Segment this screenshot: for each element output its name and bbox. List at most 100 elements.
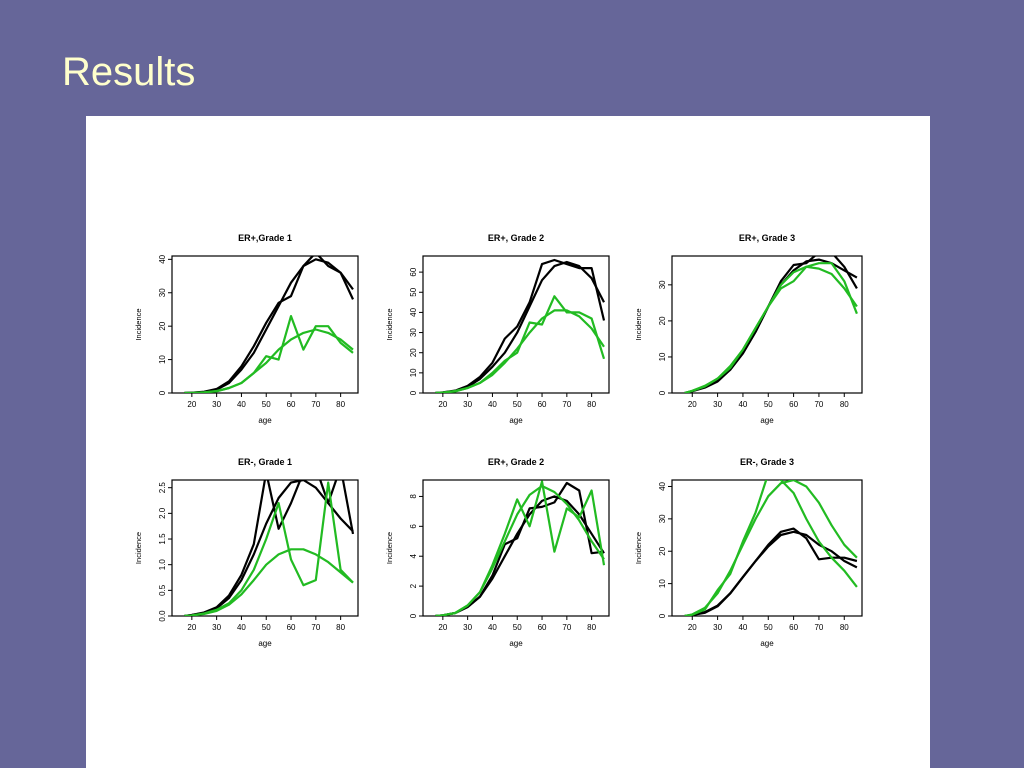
x-tick-label: 80 xyxy=(587,623,596,632)
chart-4: 20 30 40 50 60 70 80 0.0 0.5 1.0 1.5 2.0 2.5 ER-, Gra… xyxy=(134,457,359,648)
x-tick-label: 70 xyxy=(562,623,571,632)
y-tick-label: 10 xyxy=(409,368,418,377)
series-line-3 xyxy=(684,480,858,616)
x-tick-label: 60 xyxy=(789,400,798,409)
x-tick-label: 70 xyxy=(562,400,571,409)
y-tick-label: 40 xyxy=(158,254,167,263)
y-tick-label: 30 xyxy=(409,328,418,337)
series-line-1 xyxy=(684,258,858,393)
series-line-4 xyxy=(184,481,354,616)
y-tick-label: 2 xyxy=(409,583,418,588)
x-tick-label: 40 xyxy=(237,400,246,409)
x-tick-label: 30 xyxy=(463,400,472,409)
x-tick-label: 80 xyxy=(336,623,345,632)
y-tick-label: 40 xyxy=(658,481,667,490)
y-tick-label: 20 xyxy=(409,348,418,357)
chart-3: 20 30 40 50 60 70 80 0 10 20 30 ER+, Grade 3 age Inci… xyxy=(634,233,863,425)
x-tick-label: 70 xyxy=(814,623,823,632)
x-tick-label: 60 xyxy=(538,400,547,409)
y-tick-label: 2.5 xyxy=(158,482,167,494)
series-line-3 xyxy=(184,548,354,616)
y-tick-label: 1.5 xyxy=(158,533,167,545)
plot-frame xyxy=(171,255,359,394)
y-tick-label: 0 xyxy=(409,613,418,618)
y-tick-label: 20 xyxy=(658,316,667,325)
x-tick-label: 70 xyxy=(311,623,320,632)
x-tick-label: 40 xyxy=(488,400,497,409)
series-line-4 xyxy=(184,315,354,393)
slide-title: Results xyxy=(62,50,196,94)
series-line-1 xyxy=(435,260,605,393)
x-tick-label: 30 xyxy=(713,623,722,632)
chart-title: ER-, Grade 1 xyxy=(238,457,292,467)
y-tick-label: 0 xyxy=(158,390,167,395)
y-tick-label: 2.0 xyxy=(158,507,167,519)
plot-frame xyxy=(671,255,863,394)
y-tick-label: 40 xyxy=(409,307,418,316)
series-line-3 xyxy=(184,328,354,393)
y-tick-label: 10 xyxy=(658,352,667,361)
x-axis-label: age xyxy=(760,416,774,425)
chart-title: ER+, Grade 3 xyxy=(739,233,795,243)
x-tick-label: 20 xyxy=(688,400,697,409)
y-tick-label: 30 xyxy=(658,514,667,523)
series-line-2 xyxy=(184,480,355,616)
series-line-4 xyxy=(435,480,606,616)
y-tick-label: 60 xyxy=(409,267,418,276)
plot-frame xyxy=(422,479,610,617)
y-axis-label: Incidence xyxy=(634,532,643,564)
x-tick-label: 20 xyxy=(187,400,196,409)
y-tick-label: 30 xyxy=(158,288,167,297)
y-axis-label: Incidence xyxy=(134,308,143,340)
x-tick-label: 60 xyxy=(789,623,798,632)
series-line-1 xyxy=(435,495,605,616)
y-tick-label: 0 xyxy=(409,390,418,395)
y-axis-label: Incidence xyxy=(134,532,143,564)
x-tick-label: 20 xyxy=(187,623,196,632)
series-line-2 xyxy=(684,527,858,616)
x-tick-label: 30 xyxy=(212,623,221,632)
x-tick-label: 80 xyxy=(587,400,596,409)
y-axis-label: Incidence xyxy=(634,308,643,340)
x-tick-label: 20 xyxy=(688,623,697,632)
chart-6: 20 30 40 50 60 70 80 0 10 20 30 40 ER-, Grade 3 age In… xyxy=(634,457,863,648)
chart-1: 20 30 40 50 60 70 80 0 10 20 30 40 ER+,Grade 1 age Inc… xyxy=(134,233,359,425)
y-tick-label: 20 xyxy=(658,546,667,555)
x-tick-label: 40 xyxy=(488,623,497,632)
plot-frame xyxy=(422,255,610,394)
x-tick-label: 50 xyxy=(513,400,522,409)
x-tick-label: 50 xyxy=(262,400,271,409)
x-tick-label: 60 xyxy=(287,623,296,632)
x-tick-label: 60 xyxy=(538,623,547,632)
x-tick-label: 80 xyxy=(840,400,849,409)
series-line-1 xyxy=(684,530,858,616)
chart-title: ER+, Grade 2 xyxy=(488,233,544,243)
x-tick-label: 40 xyxy=(738,623,747,632)
y-tick-label: 20 xyxy=(158,321,167,330)
x-axis-label: age xyxy=(760,639,774,648)
x-axis-label: age xyxy=(258,639,272,648)
x-axis-label: age xyxy=(258,416,272,425)
series-line-4 xyxy=(684,480,858,616)
y-tick-label: 8 xyxy=(409,494,418,499)
series-line-3 xyxy=(684,265,858,393)
series-line-4 xyxy=(435,295,606,393)
y-axis-label: Incidence xyxy=(385,532,394,564)
x-tick-label: 30 xyxy=(463,623,472,632)
y-tick-label: 50 xyxy=(409,287,418,296)
x-tick-label: 50 xyxy=(764,400,773,409)
y-tick-label: 4 xyxy=(409,553,418,558)
y-axis-label: Incidence xyxy=(385,308,394,340)
y-tick-label: 10 xyxy=(658,579,667,588)
y-tick-label: 1.0 xyxy=(158,559,167,571)
y-tick-label: 30 xyxy=(658,280,667,289)
x-axis-label: age xyxy=(509,639,523,648)
x-tick-label: 40 xyxy=(237,623,246,632)
x-tick-label: 20 xyxy=(438,400,447,409)
figure-panel: 20 30 40 50 60 70 80 0 10 20 30 40 ER+,Grade 1 age Inc… xyxy=(86,116,930,768)
x-tick-label: 60 xyxy=(287,400,296,409)
chart-2: 20 30 40 50 60 70 80 0 10 20 30 40 50 60 ER+, Grade 2 a… xyxy=(385,233,610,425)
x-tick-label: 50 xyxy=(764,623,773,632)
y-tick-label: 0.0 xyxy=(158,610,167,622)
